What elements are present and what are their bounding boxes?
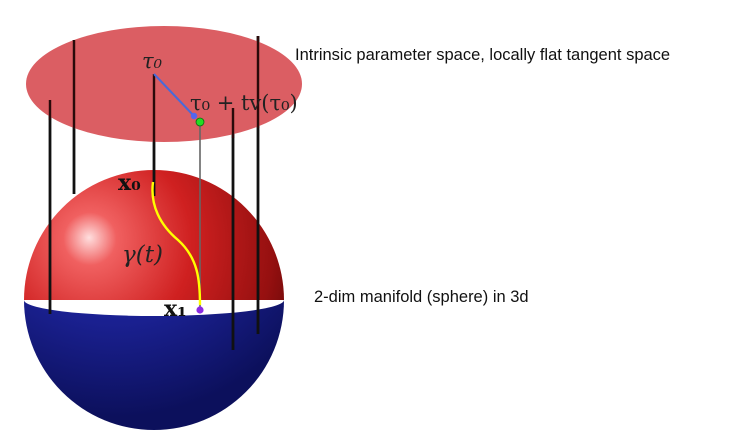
projection-lines-upper <box>48 36 260 142</box>
sphere-upper-hemisphere <box>24 170 284 300</box>
caption-parameter-space: Intrinsic parameter space, locally flat … <box>295 46 671 64</box>
label-gamma: γ(t) <box>122 242 163 268</box>
point-tangent-end <box>190 112 198 120</box>
label-tau-expression: τ₀ + tv(τ₀) <box>190 91 298 115</box>
caption-manifold: 2-dim manifold (sphere) in 3d <box>314 288 529 306</box>
point-green <box>195 117 205 127</box>
tangent-vector <box>153 73 195 117</box>
sphere <box>24 170 284 430</box>
sphere-lower-hemisphere <box>24 300 284 430</box>
label-x0: x₀ <box>118 170 141 196</box>
label-tau0: τ₀ <box>142 49 163 73</box>
point-x1 <box>196 306 204 314</box>
geodesic-curve <box>151 181 202 306</box>
label-x1: x₁ <box>164 296 187 322</box>
